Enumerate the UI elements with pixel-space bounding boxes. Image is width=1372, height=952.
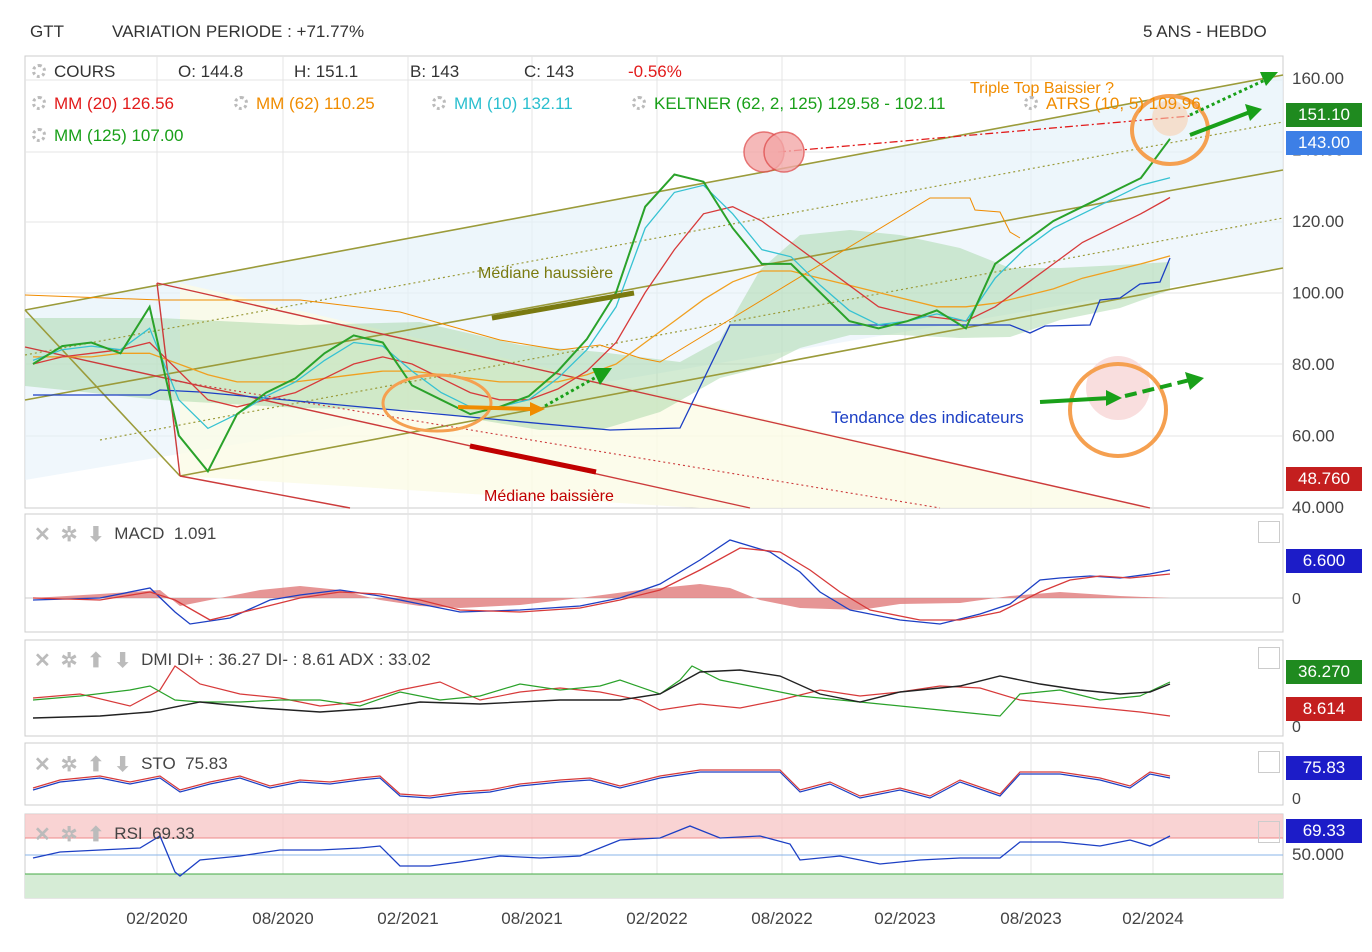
arrow-up-icon[interactable]: ⬆ (87, 824, 105, 846)
mm62-legend[interactable]: MM (62) 110.25 (234, 94, 375, 114)
sto-zero-tick: 0 (1292, 791, 1301, 808)
y-tick-label: 100.00 (1292, 284, 1344, 303)
gear-icon[interactable]: ✲ (60, 524, 78, 546)
atrs-price-badge: 48.760 (1286, 467, 1362, 491)
mm125-legend[interactable]: MM (125) 107.00 (32, 126, 183, 146)
macd-zero-tick: 0 (1292, 591, 1301, 608)
variation-periode: VARIATION PERIODE : +71.77% (112, 22, 365, 41)
low-value: B: 143 (410, 62, 460, 81)
mm10-legend[interactable]: MM (10) 132.11 (432, 94, 573, 114)
gear-icon[interactable] (234, 96, 248, 110)
symbol: GTT (30, 22, 64, 41)
arrow-down-icon[interactable]: ⬇ (114, 754, 132, 776)
y-tick-label: 40.000 (1292, 498, 1344, 517)
x-tick-label: 08/2022 (751, 909, 812, 928)
cours-label[interactable]: COURS (32, 62, 115, 82)
x-tick-label: 08/2021 (501, 909, 562, 928)
gear-icon[interactable] (32, 64, 46, 78)
annotation-tendance: Tendance des indicateurs (831, 408, 1024, 427)
x-tick-label: 02/2021 (377, 909, 438, 928)
annotation-triple-top: Triple Top Baissier ? (970, 80, 1114, 97)
rsi-checkbox[interactable] (1258, 821, 1280, 843)
gear-icon[interactable] (32, 96, 46, 110)
high-price-badge: 151.10 (1286, 103, 1362, 127)
x-tick-label: 02/2023 (874, 909, 935, 928)
y-tick-label: 80.00 (1292, 355, 1335, 374)
gear-icon[interactable] (432, 96, 446, 110)
sto-badge: 75.83 (1286, 756, 1362, 780)
x-tick-label: 08/2023 (1000, 909, 1061, 928)
gear-icon[interactable]: ✲ (60, 650, 78, 672)
series-line-mm10 (32, 177, 1171, 430)
annotation-mediane-haussiere: Médiane haussière (478, 265, 613, 282)
sto-header: ✕ ✲ ⬆ ⬇ STO 75.83 (34, 754, 228, 776)
dmi-minus-badge: 8.614 (1286, 697, 1362, 721)
gear-icon[interactable] (1024, 96, 1038, 110)
close-value: C: 143 (524, 62, 575, 81)
sto-checkbox[interactable] (1258, 751, 1280, 773)
x-tick-label: 02/2020 (126, 909, 187, 928)
atrs-legend[interactable]: ATRS (10, 5) 109.96 (1024, 94, 1201, 114)
y-tick-label: 60.00 (1292, 427, 1335, 446)
open-value: O: 144.8 (178, 62, 244, 81)
period-label[interactable]: 5 ANS - HEBDO (1143, 22, 1267, 41)
close-icon[interactable]: ✕ (34, 824, 51, 846)
series-line-mm20 (32, 196, 1171, 408)
x-tick-label: 02/2024 (1122, 909, 1183, 928)
dmi-plus-badge: 36.270 (1286, 660, 1362, 684)
dmi-checkbox[interactable] (1258, 647, 1280, 669)
arrow-down-icon[interactable]: ⬇ (87, 524, 105, 546)
mm20-legend[interactable]: MM (20) 126.56 (32, 94, 174, 114)
arrow-up-icon[interactable]: ⬆ (87, 754, 105, 776)
dmi-header: ✕ ✲ ⬆ ⬇ DMI DI+ : 36.27 DI- : 8.61 ADX : 33.… (34, 650, 431, 672)
rsi-header: ✕ ✲ ⬆ RSI 69.33 (34, 824, 195, 846)
y-tick-label: 160.00 (1292, 69, 1344, 88)
high-value: H: 151.1 (294, 62, 359, 81)
change-percent: -0.56% (628, 62, 682, 81)
gear-icon[interactable]: ✲ (60, 754, 78, 776)
macd-checkbox[interactable] (1258, 521, 1280, 543)
close-icon[interactable]: ✕ (34, 754, 51, 776)
arrow-up-icon[interactable]: ⬆ (87, 650, 105, 672)
arrow-down-icon[interactable]: ⬇ (114, 650, 132, 672)
series-line-price (32, 138, 1171, 474)
keltner-legend[interactable]: KELTNER (62, 2, 125) 129.58 - 102.11 (632, 94, 945, 114)
gear-icon[interactable] (32, 128, 46, 142)
annotation-mediane-baissiere: Médiane baissière (484, 488, 614, 505)
close-icon[interactable]: ✕ (34, 524, 51, 546)
gear-icon[interactable] (632, 96, 646, 110)
rsi-badge: 69.33 (1286, 819, 1362, 843)
gear-icon[interactable]: ✲ (60, 824, 78, 846)
rsi-level-label: 50.000 (1292, 845, 1344, 864)
x-tick-label: 02/2022 (626, 909, 687, 928)
close-price-badge: 143.00 (1286, 131, 1362, 155)
dmi-zero-tick: 0 (1292, 719, 1301, 736)
macd-header: ✕ ✲ ⬇ MACD 1.091 (34, 524, 217, 546)
x-tick-label: 08/2020 (252, 909, 313, 928)
macd-badge: 6.600 (1286, 549, 1362, 573)
y-tick-label: 120.00 (1292, 212, 1344, 231)
close-icon[interactable]: ✕ (34, 650, 51, 672)
